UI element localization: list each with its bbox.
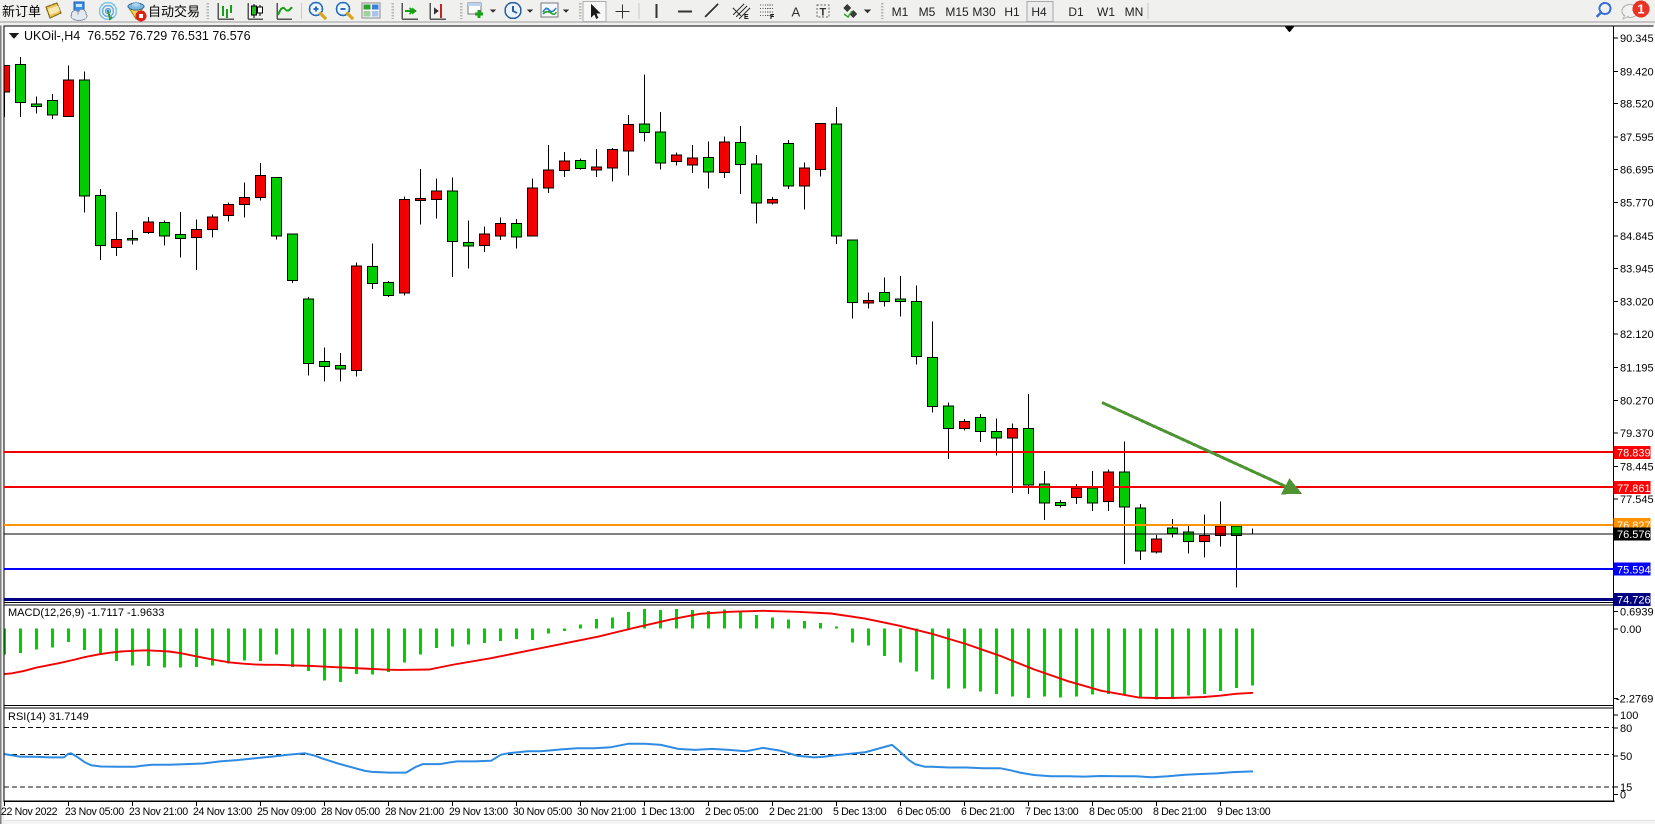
svg-text:2 Dec 05:00: 2 Dec 05:00 — [705, 806, 759, 818]
svg-text:87.595: 87.595 — [1620, 132, 1654, 144]
svg-text:79.370: 79.370 — [1620, 428, 1654, 440]
svg-text:7 Dec 13:00: 7 Dec 13:00 — [1025, 806, 1079, 818]
svg-text:85.770: 85.770 — [1620, 198, 1654, 210]
svg-text:UKOil-,H4 76.552 76.729 76.53: UKOil-,H4 76.552 76.729 76.531 76.576 — [24, 29, 251, 43]
svg-text:100: 100 — [1620, 710, 1638, 722]
svg-text:0.6939: 0.6939 — [1620, 607, 1654, 619]
svg-text:76.576: 76.576 — [1617, 529, 1651, 541]
svg-text:23 Nov 05:00: 23 Nov 05:00 — [65, 806, 124, 818]
svg-text:30 Nov 21:00: 30 Nov 21:00 — [577, 806, 636, 818]
svg-text:-2.2769: -2.2769 — [1616, 693, 1653, 705]
svg-text:2 Dec 21:00: 2 Dec 21:00 — [769, 806, 823, 818]
svg-text:6 Dec 21:00: 6 Dec 21:00 — [961, 806, 1015, 818]
svg-text:新订单: 新订单 — [2, 4, 41, 19]
svg-text:88.520: 88.520 — [1620, 99, 1654, 111]
svg-text:23 Nov 21:00: 23 Nov 21:00 — [129, 806, 188, 818]
svg-text:81.195: 81.195 — [1620, 362, 1654, 374]
svg-text:77.861: 77.861 — [1617, 483, 1651, 495]
svg-text:M5: M5 — [919, 5, 936, 19]
svg-text:90.345: 90.345 — [1620, 33, 1654, 45]
svg-text:82.120: 82.120 — [1620, 329, 1654, 341]
svg-text:83.945: 83.945 — [1620, 263, 1654, 275]
svg-text:25 Nov 09:00: 25 Nov 09:00 — [257, 806, 316, 818]
svg-text:M15: M15 — [945, 5, 969, 19]
svg-text:89.420: 89.420 — [1620, 66, 1654, 78]
svg-text:78.445: 78.445 — [1620, 461, 1654, 473]
svg-text:6 Dec 05:00: 6 Dec 05:00 — [897, 806, 951, 818]
svg-text:86.695: 86.695 — [1620, 164, 1654, 176]
svg-text:1 Dec 13:00: 1 Dec 13:00 — [641, 806, 695, 818]
svg-text:9 Dec 13:00: 9 Dec 13:00 — [1217, 806, 1271, 818]
svg-text:74.726: 74.726 — [1617, 595, 1651, 607]
svg-text:28 Nov 05:00: 28 Nov 05:00 — [321, 806, 380, 818]
svg-text:M30: M30 — [972, 5, 996, 19]
svg-text:自动交易: 自动交易 — [148, 4, 200, 19]
svg-text:29 Nov 13:00: 29 Nov 13:00 — [449, 806, 508, 818]
svg-text:A: A — [792, 5, 801, 20]
svg-text:80.270: 80.270 — [1620, 396, 1654, 408]
svg-text:8 Dec 05:00: 8 Dec 05:00 — [1089, 806, 1143, 818]
svg-text:30 Nov 05:00: 30 Nov 05:00 — [513, 806, 572, 818]
svg-text:0.00: 0.00 — [1620, 624, 1641, 636]
svg-text:M1: M1 — [892, 5, 909, 19]
svg-text:MACD(12,26,9) -1.7117 -1.9633: MACD(12,26,9) -1.7117 -1.9633 — [8, 607, 164, 619]
svg-text:77.545: 77.545 — [1620, 494, 1654, 506]
svg-text:84.845: 84.845 — [1620, 231, 1654, 243]
svg-text:F: F — [770, 14, 775, 21]
svg-text:22 Nov 2022: 22 Nov 2022 — [1, 806, 58, 818]
svg-text:D1: D1 — [1068, 5, 1084, 19]
svg-text:1: 1 — [1637, 2, 1644, 17]
svg-text:24 Nov 13:00: 24 Nov 13:00 — [193, 806, 252, 818]
svg-text:H1: H1 — [1004, 5, 1020, 19]
svg-text:W1: W1 — [1097, 5, 1115, 19]
svg-text:28 Nov 21:00: 28 Nov 21:00 — [385, 806, 444, 818]
svg-text:H4: H4 — [1031, 5, 1047, 19]
svg-text:8 Dec 21:00: 8 Dec 21:00 — [1153, 806, 1207, 818]
svg-text:RSI(14) 31.7149: RSI(14) 31.7149 — [8, 711, 89, 723]
svg-text:15: 15 — [1620, 782, 1632, 794]
svg-text:75.594: 75.594 — [1617, 564, 1651, 576]
svg-text:E: E — [744, 14, 749, 21]
svg-text:78.839: 78.839 — [1617, 448, 1651, 460]
svg-text:5 Dec 13:00: 5 Dec 13:00 — [833, 806, 887, 818]
svg-text:50: 50 — [1620, 751, 1632, 763]
svg-text:T: T — [820, 7, 827, 19]
svg-text:83.020: 83.020 — [1620, 297, 1654, 309]
svg-text:80: 80 — [1620, 723, 1632, 735]
svg-text:0: 0 — [1620, 789, 1626, 801]
svg-text:MN: MN — [1125, 5, 1144, 19]
